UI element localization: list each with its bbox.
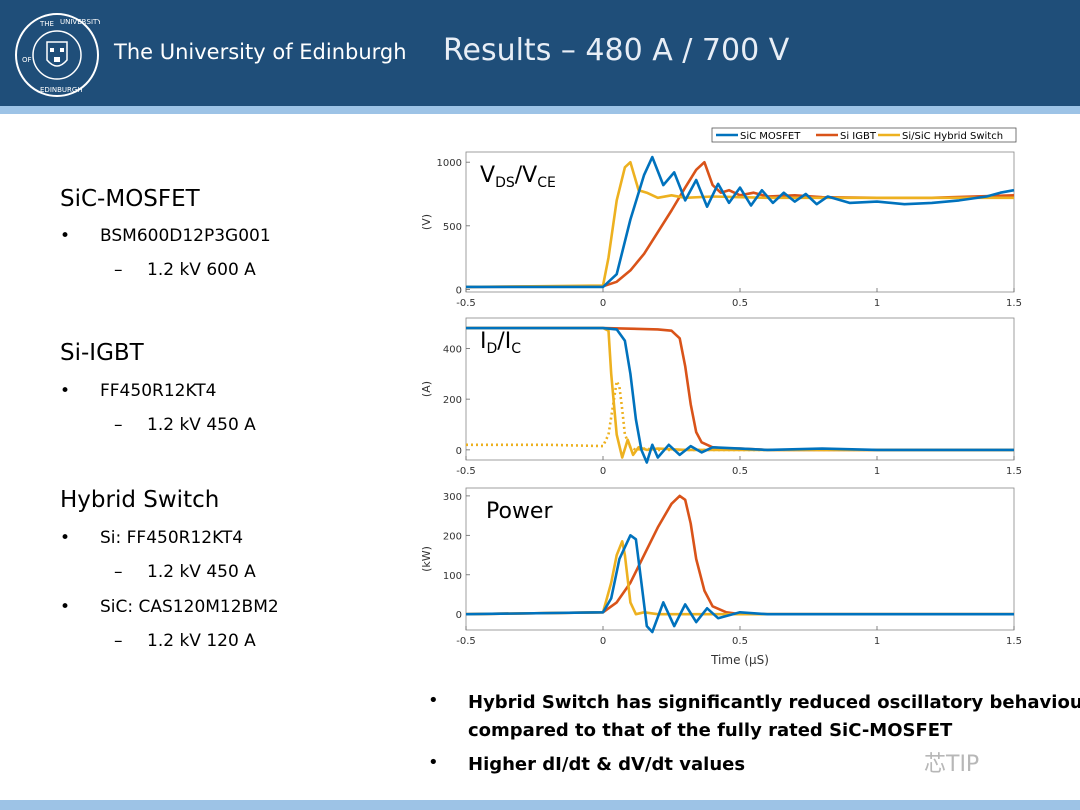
bullet-dot: • [60,381,71,401]
x-tick-label: -0.5 [456,298,476,309]
sub-bullet-text: 1.2 kV 600 A [147,260,256,280]
dash-mark: – [114,562,123,582]
svg-text:UNIVERSITY: UNIVERSITY [60,18,100,26]
panel-label-part: /I [497,329,511,354]
panel-label-subscript: DS [495,175,515,191]
x-tick-label: 1.5 [1006,636,1022,647]
bullet-dot: • [60,528,71,548]
x-tick-label: 1 [874,636,880,647]
series-line [465,533,1014,634]
y-tick-label: 500 [443,222,462,233]
y-tick-label: 300 [443,492,462,503]
bullet-text: FF450R12KT4 [100,381,217,401]
x-tick-label: 0 [600,298,606,309]
sub-bullet-text: 1.2 kV 120 A [147,631,256,651]
panel-label-part: /V [515,163,537,188]
x-tick-label: 1 [874,298,880,309]
legend-label: SiC MOSFET [740,131,801,142]
panel-label-subscript: CE [537,175,556,191]
series-line [466,155,1015,289]
y-tick-label: 0 [456,610,462,621]
dash-mark: – [114,260,123,280]
bullet-dot: • [428,690,439,711]
x-tick-label: 0.5 [732,466,748,477]
x-tick-label: 1 [874,466,880,477]
y-tick-label: 200 [443,531,462,542]
x-tick-label: 0.5 [732,636,748,647]
svg-text:EDINBURGH: EDINBURGH [40,86,83,94]
header-stripe [0,106,1080,114]
x-tick-label: 0 [600,636,606,647]
y-tick-label: 200 [443,395,462,406]
x-tick-label: -0.5 [456,466,476,477]
y-axis-label: (A) [420,381,433,397]
panel-frame [465,151,1015,293]
x-tick-label: 1.5 [1006,298,1022,309]
y-tick-label: 0 [456,285,462,296]
section-title-hybrid-switch: Hybrid Switch [60,487,220,513]
sub-bullet-text: 1.2 kV 450 A [147,562,256,582]
bullet-text: BSM600D12P3G001 [100,226,271,246]
panel-label: VDS/VCE [480,163,556,191]
x-tick-label: -0.5 [456,636,476,647]
bullet-text: Si: FF450R12KT4 [100,528,244,548]
x-tick-label: 0 [600,466,606,477]
panel-label: ID/IC [480,329,521,357]
sub-bullet-text: 1.2 kV 450 A [147,415,256,435]
watermark-text: 芯TIP [924,752,980,777]
bullet-dot: • [60,597,71,617]
y-tick-label: 0 [456,446,462,457]
y-tick-label: 1000 [437,158,462,169]
header-bar [0,0,1080,106]
y-tick-label: 400 [443,344,462,355]
x-tick-label: 1.5 [1006,466,1022,477]
footer-stripe [0,800,1080,810]
panel-label-part: I [480,329,487,354]
conclusion-line: compared to that of the fully rated SiC-… [468,720,953,741]
panel-frame [465,317,1015,461]
y-tick-label: 100 [443,571,462,582]
panel-label-part: V [480,163,495,188]
svg-text:THE: THE [39,20,54,28]
slide-title: Results – 480 A / 700 V [443,33,790,68]
conclusion-line: Hybrid Switch has significantly reduced … [468,692,1080,713]
legend-label: Si/SiC Hybrid Switch [902,131,1003,142]
svg-text:OF: OF [22,56,32,64]
panel-label: Power [486,499,553,524]
conclusion-line: Higher dI/dt & dV/dt values [468,754,746,775]
series-line [465,160,1014,289]
panel-label-subscript: D [487,341,498,357]
series-line [465,539,1014,616]
waveform-chart-svg: SiC MOSFET Si IGBT Si/SiC Hybrid Switch 0 50… [420,127,1022,667]
section-title-sic-mosfet: SiC-MOSFET [60,186,200,212]
bullet-dot: • [60,226,71,246]
dash-mark: – [114,631,123,651]
series-line [466,326,1014,464]
university-name: The University of Edinburgh [114,40,407,64]
university-crest-logo: THE UNIVERSITY OF EDINBURGH [15,13,100,97]
legend-box [711,127,1017,143]
dash-mark: – [114,415,123,435]
bullet-dot: • [428,752,439,773]
y-axis-label: (V) [420,214,433,230]
x-axis-label: Time (μS) [710,653,769,667]
series-line [466,326,1014,459]
panel-label-subscript: C [511,341,521,357]
legend-label: Si IGBT [840,131,877,142]
section-title-si-igbt: Si-IGBT [60,340,144,366]
y-axis-label: (kW) [420,546,433,572]
bullet-text: SiC: CAS120M12BM2 [100,597,279,617]
waveform-chart: SiC MOSFET Si IGBT Si/SiC Hybrid Switch 0 50… [416,124,1030,670]
x-tick-label: 0.5 [732,298,748,309]
